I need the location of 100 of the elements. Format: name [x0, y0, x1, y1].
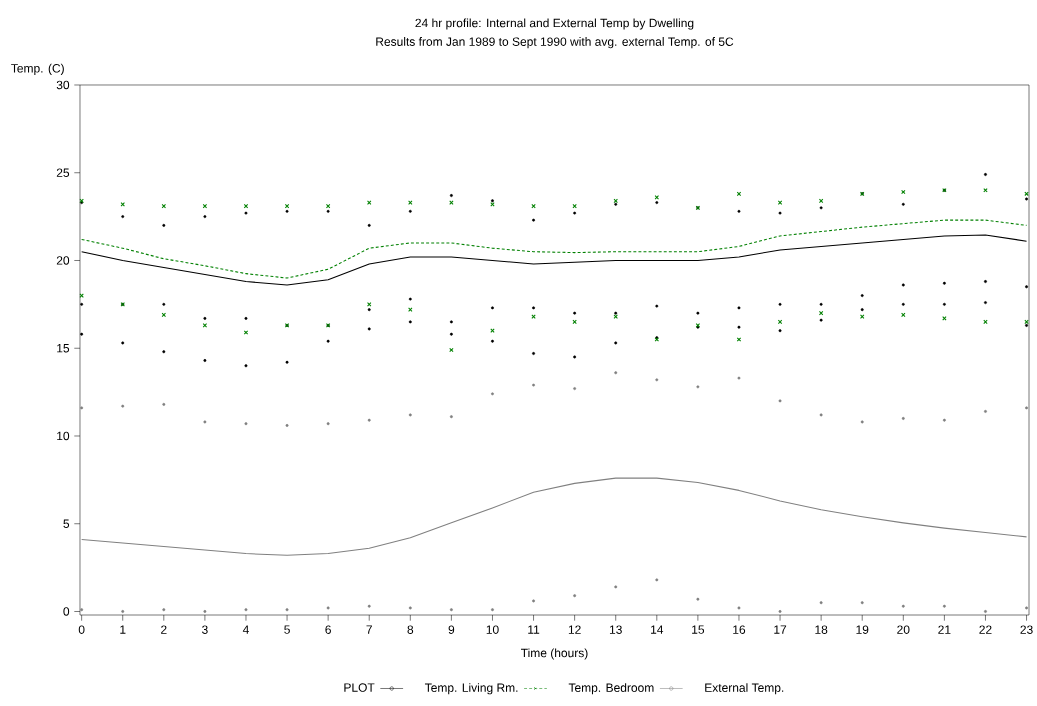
y-tick-label: 30 — [56, 80, 70, 90]
point — [818, 198, 824, 204]
x-tick-label: 10 — [486, 625, 499, 634]
point — [860, 420, 864, 424]
x-tick-label: 22 — [979, 625, 992, 634]
point — [655, 578, 659, 582]
x-tick-label: 23 — [1020, 625, 1033, 634]
point — [449, 608, 453, 612]
point — [901, 312, 906, 318]
point — [161, 203, 167, 209]
point — [654, 195, 660, 200]
point — [696, 385, 700, 389]
point — [202, 323, 208, 328]
x-tick-label: 18 — [815, 625, 828, 634]
point — [490, 328, 495, 333]
point — [736, 191, 742, 197]
x-tick-label: 11 — [528, 625, 540, 634]
point — [859, 314, 865, 319]
point — [326, 422, 330, 426]
point — [614, 585, 618, 589]
point — [860, 601, 864, 605]
point — [325, 203, 331, 209]
point — [367, 604, 371, 608]
y-tick-label: 0 — [63, 607, 70, 616]
y-tick-label: 10 — [57, 431, 70, 441]
point — [573, 594, 577, 598]
x-tick-label: 12 — [568, 625, 581, 634]
x-tick-label: 15 — [692, 625, 705, 634]
point — [614, 371, 618, 375]
point — [366, 302, 372, 307]
point — [490, 202, 495, 207]
point — [819, 413, 823, 417]
point — [778, 399, 782, 403]
y-axis-title: Temp. (C) — [11, 63, 64, 75]
point — [901, 604, 905, 608]
point — [942, 604, 946, 608]
chart-subtitle: Results from Jan 1989 to Sept 1990 with avg. external Temp. of 5C — [376, 37, 734, 49]
point — [983, 188, 988, 193]
point — [777, 319, 783, 325]
x-axis-title: Time (hours) — [521, 648, 588, 660]
legend-label: External Temp. — [705, 683, 784, 695]
point — [942, 316, 947, 321]
x-tick-label: 7 — [366, 625, 372, 634]
point — [777, 200, 783, 205]
legend-label: Temp. Living Rm. — [424, 683, 518, 695]
point — [532, 599, 536, 603]
point — [531, 314, 536, 319]
point — [161, 312, 167, 318]
point — [408, 413, 412, 417]
x-tick-label: 8 — [407, 625, 414, 634]
point — [1024, 191, 1029, 197]
x-tick-label: 9 — [448, 625, 455, 634]
point — [737, 376, 741, 380]
point — [408, 200, 413, 205]
point — [655, 378, 659, 382]
point — [80, 406, 84, 410]
point — [203, 610, 207, 613]
point — [778, 610, 782, 613]
point — [244, 422, 248, 426]
point — [243, 330, 249, 335]
point — [491, 392, 494, 396]
point — [572, 203, 577, 209]
x-tick-label: 6 — [325, 625, 331, 634]
point — [121, 404, 125, 408]
point — [80, 608, 84, 612]
chart-title: 24 hr profile: Internal and External Temp by Dwelling — [415, 18, 694, 30]
x-tick-label: 14 — [651, 625, 664, 634]
point — [366, 200, 372, 205]
point — [121, 610, 125, 613]
point — [983, 319, 988, 325]
point — [737, 606, 741, 610]
point — [1024, 319, 1029, 325]
x-tick-label: 5 — [284, 625, 290, 634]
point — [736, 337, 742, 342]
point — [818, 310, 824, 316]
x-tick-label: 13 — [609, 625, 622, 634]
point — [491, 608, 494, 612]
x-tick-label: 17 — [774, 625, 787, 634]
point — [901, 189, 906, 195]
line-series — [81, 477, 1028, 556]
point — [983, 610, 987, 613]
point — [1025, 606, 1029, 610]
point — [449, 347, 454, 353]
point — [284, 203, 290, 209]
point — [203, 420, 207, 424]
point — [449, 415, 453, 419]
point — [120, 202, 125, 207]
point — [449, 200, 454, 205]
y-tick-label: 15 — [57, 344, 70, 353]
x-tick-label: 3 — [202, 625, 208, 634]
point — [983, 409, 987, 413]
point — [285, 608, 289, 612]
point — [572, 319, 577, 325]
x-tick-label: 0 — [78, 625, 85, 634]
legend-title: PLOT — [344, 683, 375, 692]
legend-label: Temp. Bedroom — [568, 683, 654, 695]
point — [285, 423, 289, 427]
point — [408, 307, 413, 312]
point — [202, 203, 208, 209]
y-tick-label: 5 — [63, 519, 70, 528]
